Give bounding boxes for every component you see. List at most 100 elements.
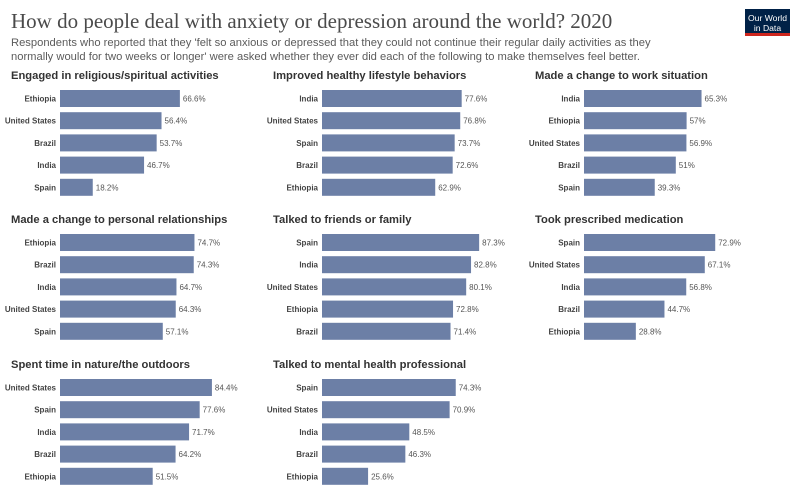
value-label: 18.2% [96,183,119,192]
chart-subtitle: Respondents who reported that they 'felt… [11,37,651,63]
category-label: Brazil [296,327,318,336]
bar [60,322,163,340]
category-label: India [37,283,56,292]
value-label: 77.6% [465,95,488,104]
bar [60,467,153,485]
bar [584,134,687,152]
bar [322,134,455,152]
bar [60,278,177,296]
value-label: 72.9% [718,239,741,248]
bar [584,278,687,296]
value-label: 64.7% [179,283,202,292]
category-label: India [299,95,318,104]
panel-title: Talked to mental health professional [273,359,466,371]
bar [60,256,194,274]
value-label: 76.8% [463,117,486,126]
category-label: United States [5,384,57,393]
panel-title: Talked to friends or family [273,214,412,226]
bar [584,156,676,174]
bar [584,90,702,107]
value-label: 84.4% [215,384,238,393]
category-label: Ethiopia [286,183,318,192]
panel-title: Took prescribed medication [535,214,684,226]
bar [322,234,480,251]
value-label: 25.6% [371,472,394,481]
category-label: India [299,428,318,437]
value-label: 74.3% [459,384,482,393]
category-label: Ethiopia [286,305,318,314]
bar [322,300,454,318]
value-label: 46.3% [408,450,431,459]
category-label: Ethiopia [24,95,56,104]
bar [60,112,162,130]
bar [60,178,93,196]
category-label: India [561,283,580,292]
category-label: India [561,95,580,104]
bar [322,401,450,419]
bar [322,112,461,130]
category-label: Spain [296,384,318,393]
value-label: 70.9% [453,406,476,415]
value-label: 71.4% [454,327,477,336]
bar [60,445,176,463]
value-label: 56.4% [165,117,188,126]
bar [584,256,705,274]
value-label: 62.9% [438,183,461,192]
bar [584,322,636,340]
value-label: 57% [690,117,706,126]
category-label: United States [267,283,319,292]
value-label: 56.8% [689,283,712,292]
category-label: United States [5,117,57,126]
category-label: Spain [34,406,56,415]
category-label: Brazil [34,261,56,270]
bar [584,112,687,130]
bar [60,401,200,419]
category-label: Spain [296,139,318,148]
panel-title: Made a change to personal relationships [11,214,227,226]
value-label: 67.1% [708,261,731,270]
value-label: 64.2% [179,450,202,459]
value-label: 74.3% [197,261,220,270]
value-label: 48.5% [412,428,435,437]
panel-title: Engaged in religious/spiritual activitie… [11,70,219,82]
owid-logo[interactable]: Our World in Data [745,9,790,36]
panel-title: Improved healthy lifestyle behaviors [273,70,466,82]
bar [60,379,212,396]
category-label: United States [267,117,319,126]
category-label: United States [5,305,57,314]
category-label: India [37,161,56,170]
category-label: Brazil [558,305,580,314]
value-label: 74.7% [197,239,220,248]
value-label: 28.8% [639,327,662,336]
bar [584,178,655,196]
value-label: 82.8% [474,261,497,270]
panel-title: Made a change to work situation [535,70,708,82]
category-label: Spain [34,327,56,336]
value-label: 77.6% [203,406,226,415]
category-label: Ethiopia [548,327,580,336]
value-label: 44.7% [667,305,690,314]
value-label: 87.3% [482,239,505,248]
category-label: Ethiopia [286,472,318,481]
category-label: Brazil [296,161,318,170]
category-label: India [299,261,318,270]
bar [322,322,451,340]
bar [60,90,180,107]
category-label: Brazil [34,450,56,459]
category-label: Spain [34,183,56,192]
value-label: 73.7% [458,139,481,148]
value-label: 80.1% [469,283,492,292]
category-label: Spain [558,183,580,192]
category-label: India [37,428,56,437]
value-label: 56.9% [689,139,712,148]
bar [322,178,436,196]
value-label: 66.6% [183,95,206,104]
logo-line-2: in Data [753,23,782,33]
value-label: 72.6% [456,161,479,170]
category-label: Brazil [34,139,56,148]
value-label: 71.7% [192,428,215,437]
category-label: Ethiopia [548,117,580,126]
category-label: Ethiopia [24,239,56,248]
logo-line-1: Our World [748,13,787,23]
